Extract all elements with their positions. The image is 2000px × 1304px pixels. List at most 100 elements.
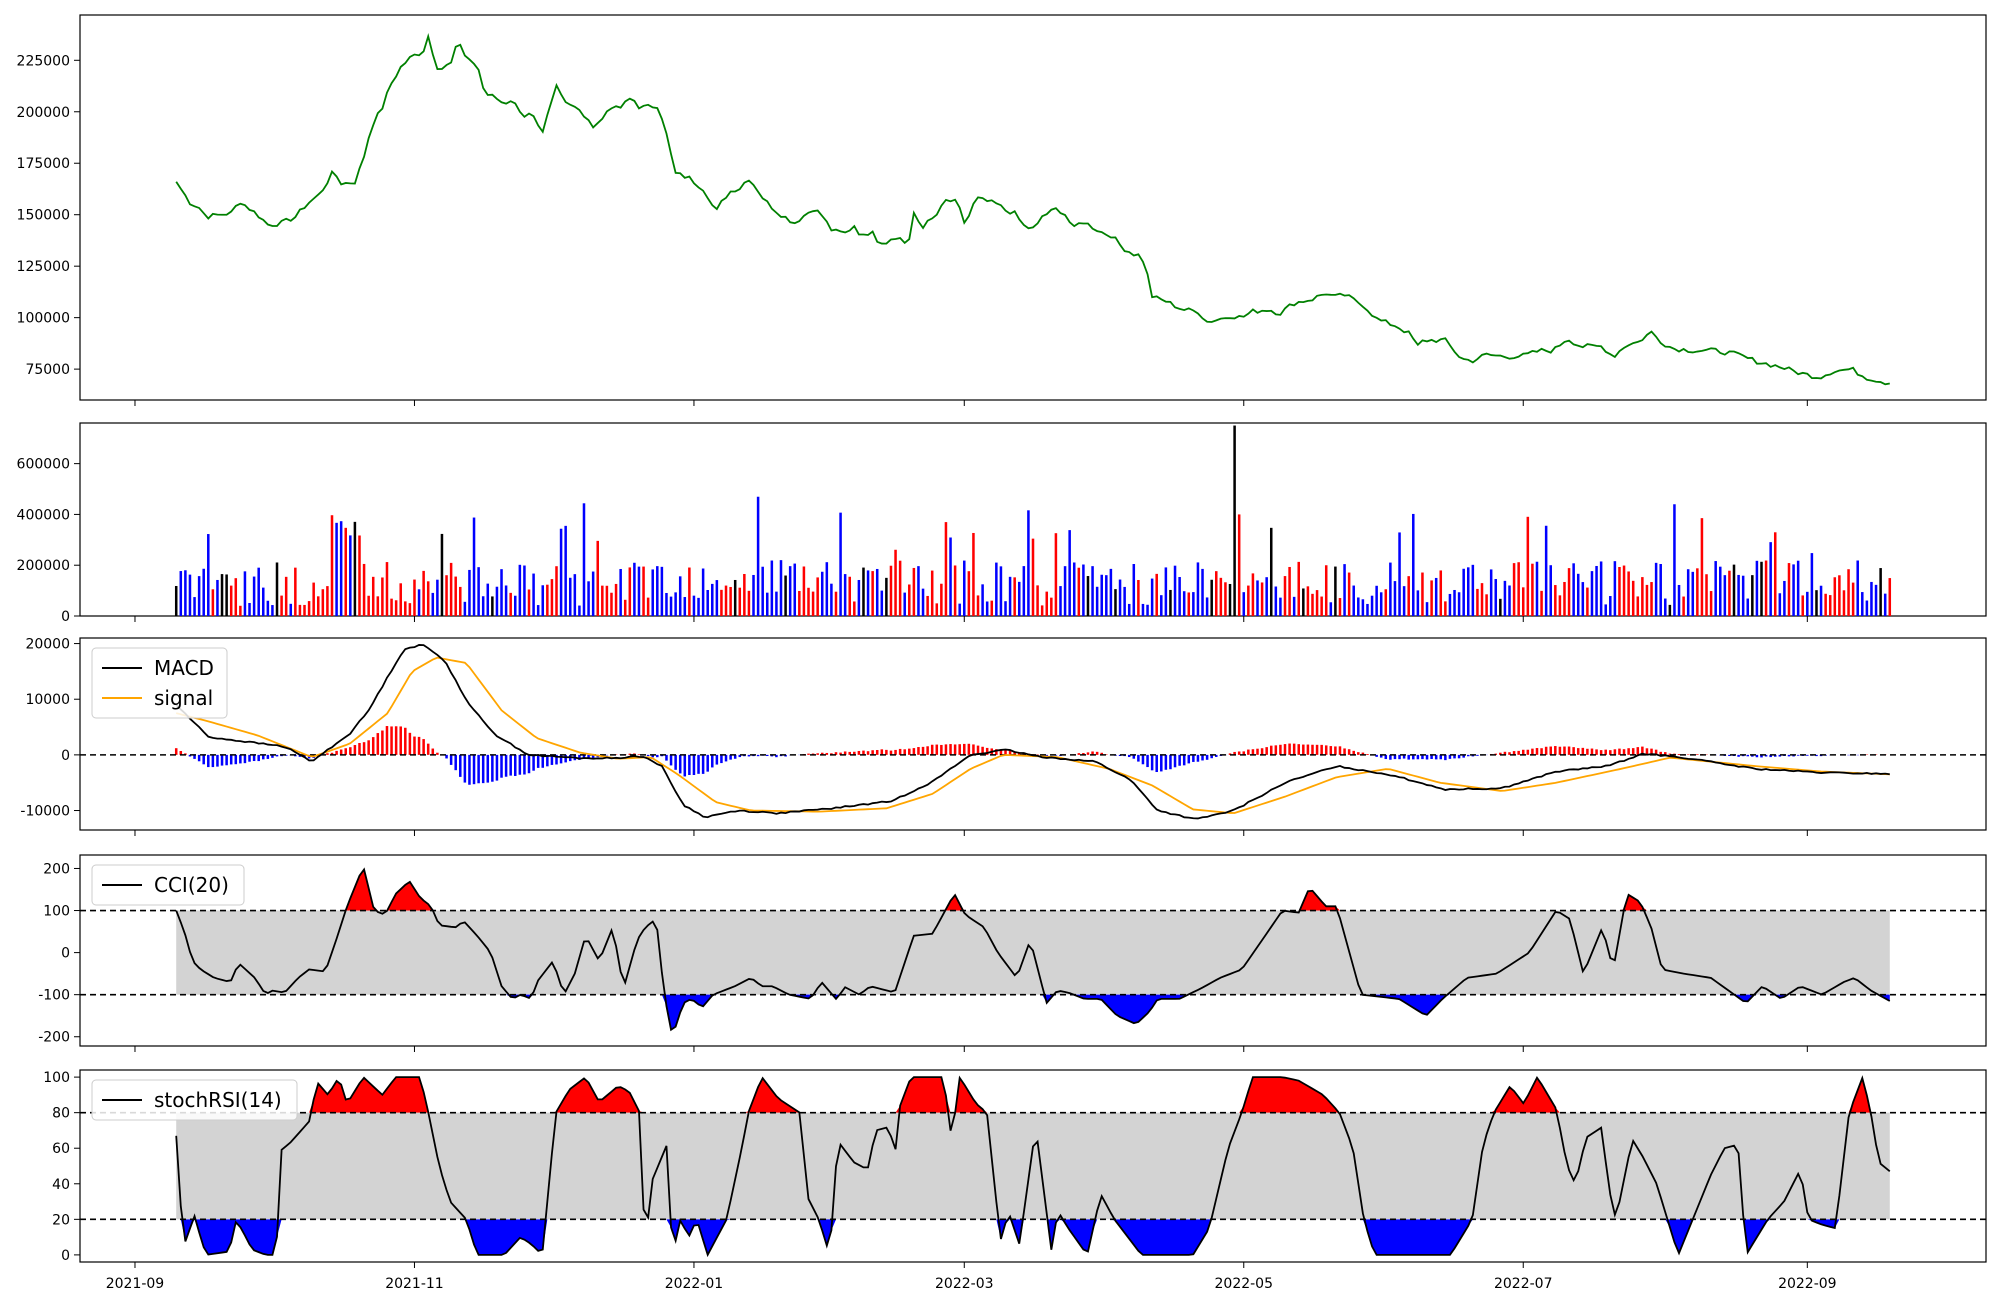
volume-bar bbox=[528, 590, 531, 617]
y-tick-label: 0 bbox=[61, 1248, 70, 1264]
macd-histogram-bar bbox=[1536, 748, 1539, 755]
volume-bar bbox=[679, 576, 682, 616]
volume-bar bbox=[1540, 591, 1543, 616]
volume-bar bbox=[340, 521, 343, 616]
volume-bar bbox=[496, 587, 499, 616]
volume-bar bbox=[1531, 564, 1534, 616]
volume-bar bbox=[1527, 517, 1530, 616]
volume-bar bbox=[1018, 582, 1021, 616]
volume-bar bbox=[1779, 593, 1782, 616]
macd-histogram-bar bbox=[748, 755, 751, 757]
volume-bar bbox=[1719, 567, 1722, 616]
volume-bar bbox=[615, 584, 618, 616]
volume-bar bbox=[1220, 578, 1223, 616]
macd-histogram-bar bbox=[816, 753, 819, 755]
macd-histogram-bar bbox=[198, 755, 201, 761]
volume-bar bbox=[1824, 594, 1827, 616]
macd-histogram-bar bbox=[936, 745, 939, 755]
macd-histogram-bar bbox=[532, 755, 535, 771]
volume-bar bbox=[468, 570, 471, 616]
volume-bar bbox=[280, 596, 283, 616]
volume-bar bbox=[1073, 562, 1076, 616]
volume-bar bbox=[963, 561, 966, 616]
volume-bar bbox=[1751, 575, 1754, 616]
macd-histogram-bar bbox=[1087, 752, 1090, 754]
volume-bar bbox=[294, 568, 297, 616]
macd-histogram-bar bbox=[432, 749, 435, 755]
volume-bar bbox=[1650, 582, 1653, 616]
volume-bar bbox=[1316, 590, 1319, 616]
volume-bar bbox=[1494, 579, 1497, 616]
volume-bar bbox=[276, 562, 279, 616]
price-line bbox=[176, 36, 1890, 384]
macd-histogram-bar bbox=[207, 755, 210, 767]
volume-bar bbox=[1834, 577, 1837, 616]
volume-bar bbox=[936, 603, 939, 616]
volume-bar bbox=[1206, 597, 1209, 616]
volume-bar bbox=[1861, 592, 1864, 616]
volume-bar bbox=[1055, 533, 1058, 616]
volume-bar bbox=[972, 533, 975, 616]
y-tick-label: 0 bbox=[61, 748, 70, 764]
macd-histogram-bar bbox=[1261, 748, 1264, 755]
macd-histogram-bar bbox=[1577, 748, 1580, 755]
legend-label: CCI(20) bbox=[154, 873, 229, 897]
volume-bar bbox=[1417, 590, 1420, 616]
volume-bar bbox=[1545, 526, 1548, 616]
volume-bar bbox=[661, 567, 664, 616]
volume-bar bbox=[642, 567, 645, 616]
volume-bar bbox=[826, 562, 829, 616]
volume-bar bbox=[1760, 562, 1763, 616]
macd-histogram-bar bbox=[1297, 744, 1300, 755]
volume-bar bbox=[1133, 564, 1136, 616]
volume-bar bbox=[1705, 574, 1708, 616]
volume-bar bbox=[871, 571, 874, 616]
volume-bar bbox=[1146, 605, 1149, 616]
macd-frame bbox=[80, 638, 1986, 830]
macd-histogram-bar bbox=[436, 753, 439, 755]
macd-histogram-bar bbox=[1572, 747, 1575, 755]
macd-histogram-bar bbox=[922, 747, 925, 755]
macd-histogram-bar bbox=[638, 754, 641, 755]
volume-bar bbox=[413, 580, 416, 616]
macd-histogram-bar bbox=[908, 749, 911, 755]
volume-bar bbox=[386, 562, 389, 616]
volume-bar bbox=[858, 580, 861, 616]
volume-bar bbox=[1096, 587, 1099, 616]
y-tick-label: 125000 bbox=[17, 259, 70, 275]
volume-bar bbox=[1000, 566, 1003, 616]
volume-bar bbox=[1765, 561, 1768, 616]
volume-bar bbox=[1820, 586, 1823, 616]
volume-bar bbox=[1430, 580, 1433, 616]
macd-histogram-bar bbox=[766, 755, 769, 756]
macd-histogram-bar bbox=[867, 751, 870, 755]
y-tick-label: -10000 bbox=[20, 804, 70, 820]
volume-bar bbox=[1215, 571, 1218, 616]
volume-bar bbox=[381, 577, 384, 616]
volume-bar bbox=[835, 592, 838, 616]
macd-histogram-bar bbox=[454, 755, 457, 770]
volume-bar bbox=[1572, 563, 1575, 616]
volume-bar bbox=[1032, 539, 1035, 616]
volume-bar bbox=[1068, 530, 1071, 616]
macd-histogram-bar bbox=[505, 755, 508, 777]
volume-bar bbox=[235, 578, 238, 616]
volume-bar bbox=[908, 584, 911, 616]
volume-bar bbox=[1362, 599, 1365, 616]
macd-histogram-bar bbox=[239, 755, 242, 764]
volume-bar bbox=[574, 574, 577, 616]
volume-bar bbox=[917, 566, 920, 616]
macd-histogram-bar bbox=[427, 744, 430, 755]
volume-bar bbox=[1169, 590, 1172, 616]
volume-bar bbox=[335, 523, 338, 616]
macd-histogram-bar bbox=[1467, 755, 1470, 756]
volume-bar bbox=[739, 588, 742, 616]
volume-bar bbox=[464, 602, 467, 616]
volume-bar bbox=[537, 605, 540, 616]
y-tick-label: 100000 bbox=[17, 311, 70, 327]
y-tick-label: 40 bbox=[52, 1177, 70, 1193]
macd-histogram-bar bbox=[1302, 745, 1305, 755]
volume-bar bbox=[1618, 567, 1621, 616]
volume-bar bbox=[729, 587, 732, 616]
